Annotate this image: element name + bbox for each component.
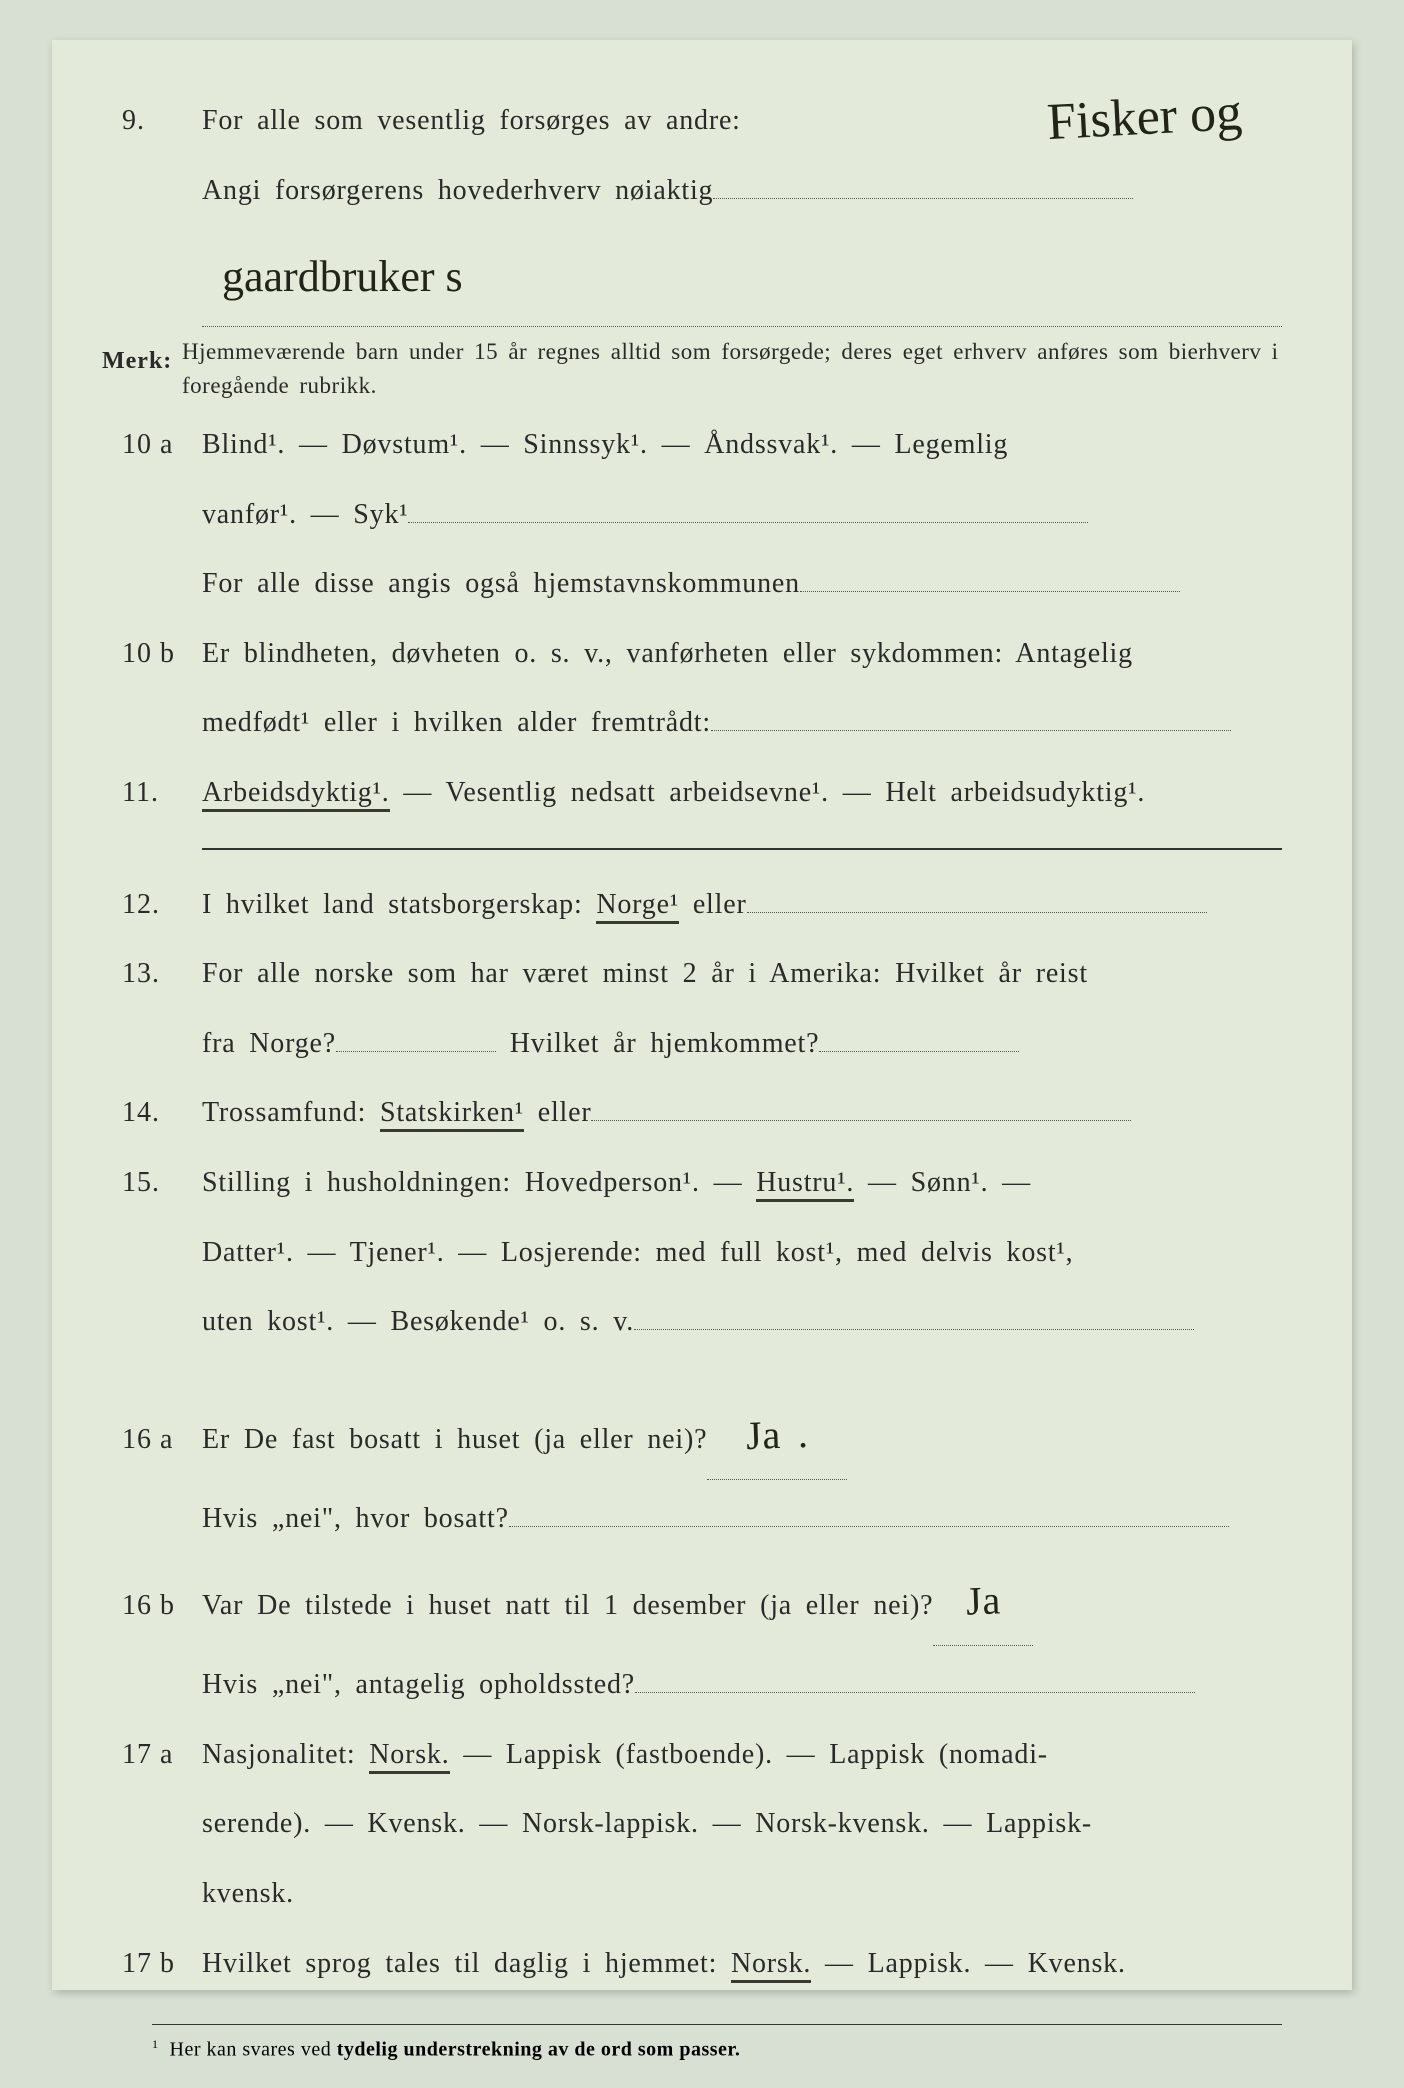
footnote-marker: 1 — [152, 2037, 159, 2051]
q13-row1: 13. For alle norske som har været minst … — [122, 943, 1282, 1005]
q17b-number: 17 b — [122, 1933, 202, 1995]
q15-underlined-answer: Hustru¹. — [756, 1167, 854, 1202]
q16b-row1: 16 b Var De tilstede i huset natt til 1 … — [122, 1557, 1282, 1646]
q15-text-3: uten kost¹. — Besøkende¹ o. s. v. — [202, 1291, 1282, 1353]
q14-text: Trossamfund: Statskirken¹ eller — [202, 1082, 1282, 1144]
q12-underlined-answer: Norge¹ — [596, 889, 679, 924]
q16b-row2: Hvis „nei", antagelig opholdssted? — [122, 1654, 1282, 1716]
q15-row3: uten kost¹. — Besøkende¹ o. s. v. — [122, 1291, 1282, 1353]
q16a-row2: Hvis „nei", hvor bosatt? — [122, 1488, 1282, 1550]
q17a-row3: kvensk. — [122, 1863, 1282, 1925]
q14-row: 14. Trossamfund: Statskirken¹ eller — [122, 1082, 1282, 1144]
q10a-row2: vanfør¹. — Syk¹ — [122, 484, 1282, 546]
q15-number: 15. — [122, 1152, 202, 1214]
q11-number: 11. — [122, 762, 202, 824]
q14-underlined-answer: Statskirken¹ — [380, 1097, 524, 1132]
q10a-row3: For alle disse angis også hjemstavnskomm… — [122, 553, 1282, 615]
q17a-row2: serende). — Kvensk. — Norsk-lappisk. — N… — [122, 1793, 1282, 1855]
q17a-row1: 17 a Nasjonalitet: Norsk. — Lappisk (fas… — [122, 1724, 1282, 1786]
q10b-text-1: Er blindheten, døvheten o. s. v., vanfør… — [202, 623, 1282, 685]
q10b-row1: 10 b Er blindheten, døvheten o. s. v., v… — [122, 623, 1282, 685]
q15-text-2: Datter¹. — Tjener¹. — Losjerende: med fu… — [202, 1222, 1282, 1284]
q12-row: 12. I hvilket land statsborgerskap: Norg… — [122, 874, 1282, 936]
q16b-text-2: Hvis „nei", antagelig opholdssted? — [202, 1654, 1282, 1716]
q14-number: 14. — [122, 1082, 202, 1144]
q17a-number: 17 a — [122, 1724, 202, 1786]
q16a-handwritten-answer: Ja . — [745, 1390, 811, 1480]
q12-number: 12. — [122, 874, 202, 936]
footnote-text: Her kan svares ved tydelig understreknin… — [170, 2039, 741, 2061]
q15-row1: 15. Stilling i husholdningen: Hovedperso… — [122, 1152, 1282, 1214]
q9-handwritten-answer-1: Fisker og — [1046, 83, 1244, 152]
footnote: 1 Her kan svares ved tydelig understrekn… — [152, 2024, 1282, 2062]
q17a-text-1: Nasjonalitet: Norsk. — Lappisk (fastboen… — [202, 1724, 1282, 1786]
q11-underlined-answer: Arbeidsdyktig¹. — [202, 777, 390, 812]
q10a-text-2: vanfør¹. — Syk¹ — [202, 484, 1282, 546]
q12-text: I hvilket land statsborgerskap: Norge¹ e… — [202, 874, 1282, 936]
q10a-row1: 10 a Blind¹. — Døvstum¹. — Sinnssyk¹. — … — [122, 414, 1282, 476]
q10a-text-3: For alle disse angis også hjemstavnskomm… — [202, 553, 1282, 615]
q16b-handwritten-answer: Ja — [964, 1557, 1002, 1646]
q9-row3: gaardbruker s — [122, 229, 1282, 327]
q9-number: 9. — [122, 90, 202, 152]
q17a-underlined-answer: Norsk. — [369, 1739, 449, 1774]
q9-handwritten-answer-2: gaardbruker s — [202, 229, 1282, 327]
q10b-row2: medfødt¹ eller i hvilken alder fremtrådt… — [122, 692, 1282, 754]
merk-row: Merk: Hjemmeværende barn under 15 år reg… — [102, 335, 1282, 404]
q15-text-1: Stilling i husholdningen: Hovedperson¹. … — [202, 1152, 1282, 1214]
q16a-row1: 16 a Er De fast bosatt i huset (ja eller… — [122, 1391, 1282, 1480]
q11-row: 11. Arbeidsdyktig¹. — Vesentlig nedsatt … — [122, 762, 1282, 824]
q9-text-2: Angi forsørgerens hovederhverv nøiaktig — [202, 160, 1282, 222]
q13-text-2: fra Norge? Hvilket år hjemkommet? — [202, 1013, 1282, 1075]
separator-line — [202, 848, 1282, 850]
q17b-underlined-answer: Norsk. — [731, 1948, 811, 1983]
q13-number: 13. — [122, 943, 202, 1005]
q15-row2: Datter¹. — Tjener¹. — Losjerende: med fu… — [122, 1222, 1282, 1284]
q17a-text-2: serende). — Kvensk. — Norsk-lappisk. — N… — [202, 1793, 1282, 1855]
q16b-number: 16 b — [122, 1575, 202, 1637]
q16a-text-2: Hvis „nei", hvor bosatt? — [202, 1488, 1282, 1550]
q13-row2: fra Norge? Hvilket år hjemkommet? — [122, 1013, 1282, 1075]
q10b-number: 10 b — [122, 623, 202, 685]
merk-text: Hjemmeværende barn under 15 år regnes al… — [182, 335, 1282, 404]
q17b-text: Hvilket sprog tales til daglig i hjemmet… — [202, 1933, 1282, 1995]
q10a-number: 10 a — [122, 414, 202, 476]
q16b-text-1: Var De tilstede i huset natt til 1 desem… — [202, 1557, 1282, 1646]
q17a-text-3: kvensk. — [202, 1863, 1282, 1925]
census-form-page: Fisker og 9. For alle som vesentlig fors… — [52, 40, 1352, 1990]
q11-text: Arbeidsdyktig¹. — Vesentlig nedsatt arbe… — [202, 762, 1282, 824]
q13-text-1: For alle norske som har været minst 2 år… — [202, 943, 1282, 1005]
q16a-text-1: Er De fast bosatt i huset (ja eller nei)… — [202, 1391, 1282, 1480]
q10a-text-1: Blind¹. — Døvstum¹. — Sinnssyk¹. — Åndss… — [202, 414, 1282, 476]
q10b-text-2: medfødt¹ eller i hvilken alder fremtrådt… — [202, 692, 1282, 754]
merk-label: Merk: — [102, 335, 182, 388]
q16a-number: 16 a — [122, 1409, 202, 1471]
q9-row2: Angi forsørgerens hovederhverv nøiaktig — [122, 160, 1282, 222]
q17b-row: 17 b Hvilket sprog tales til daglig i hj… — [122, 1933, 1282, 1995]
